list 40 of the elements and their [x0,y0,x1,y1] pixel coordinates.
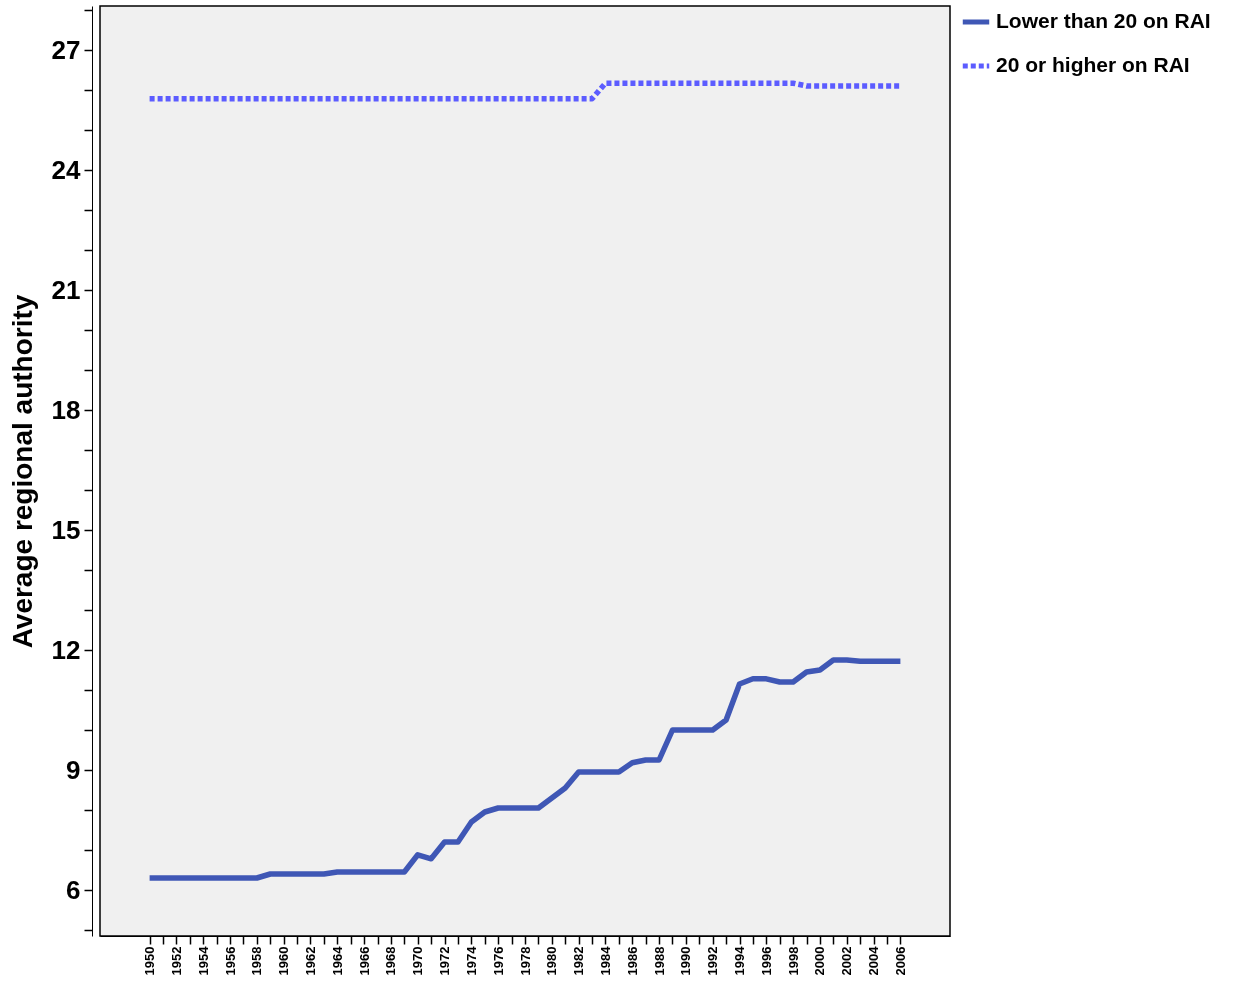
x-tick-label: 1960 [276,946,292,976]
x-tick-label: 1950 [142,946,158,976]
x-tick-label: 1972 [437,946,453,976]
x-tick-label: 1976 [490,946,506,976]
x-tick-label: 2000 [812,946,828,976]
x-tick-label: 1964 [329,945,345,976]
y-tick-label: 6 [66,874,81,905]
x-tick-label: 1996 [758,946,774,976]
y-tick-label: 15 [51,514,81,545]
x-tick-label: 2002 [839,946,855,976]
x-tick-label: 1974 [463,945,479,976]
x-tick-label: 1966 [356,946,372,976]
y-tick-label: 9 [66,754,81,785]
x-tick-label: 1994 [732,945,748,976]
y-tick-label: 27 [51,34,81,65]
x-tick-label: 1962 [302,946,318,976]
x-tick-label: 1956 [222,946,238,976]
x-tick-label: 1986 [624,946,640,976]
x-tick-label: 1992 [705,946,721,976]
x-tick-label: 1998 [785,946,801,976]
legend-label: Lower than 20 on RAI [996,9,1211,32]
y-tick-label: 12 [51,634,81,665]
y-tick-label: 18 [51,394,81,425]
x-tick-label: 2004 [866,945,882,976]
x-tick-label: 1954 [195,945,211,976]
x-tick-label: 1968 [383,946,399,976]
x-tick-label: 1988 [651,946,667,976]
x-tick-label: 1958 [249,946,265,976]
legend-label: 20 or higher on RAI [996,53,1190,76]
x-tick-label: 1952 [168,946,184,976]
x-tick-label: 1982 [571,946,587,976]
x-tick-label: 1970 [410,946,426,976]
y-tick-label: 24 [51,154,82,185]
x-tick-label: 1980 [544,946,560,976]
y-axis-title: Average regional authority [6,294,38,649]
y-tick-label: 21 [51,274,81,305]
x-tick-label: 1984 [597,945,613,976]
x-tick-label: 2006 [892,946,908,976]
x-tick-label: 1978 [517,946,533,976]
x-tick-label: 1990 [678,946,694,976]
